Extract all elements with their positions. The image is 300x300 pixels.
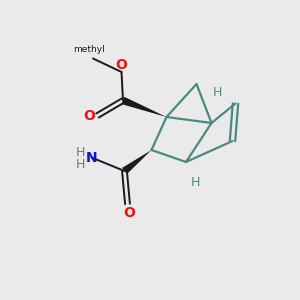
Text: N: N xyxy=(86,151,97,164)
Text: H: H xyxy=(190,176,200,190)
Text: O: O xyxy=(123,206,135,220)
Polygon shape xyxy=(122,97,167,117)
Text: H: H xyxy=(75,146,85,160)
Polygon shape xyxy=(122,150,152,174)
Text: O: O xyxy=(116,58,128,72)
Text: O: O xyxy=(83,109,95,122)
Text: H: H xyxy=(213,86,222,100)
Text: H: H xyxy=(75,158,85,171)
Text: methyl: methyl xyxy=(73,45,104,54)
